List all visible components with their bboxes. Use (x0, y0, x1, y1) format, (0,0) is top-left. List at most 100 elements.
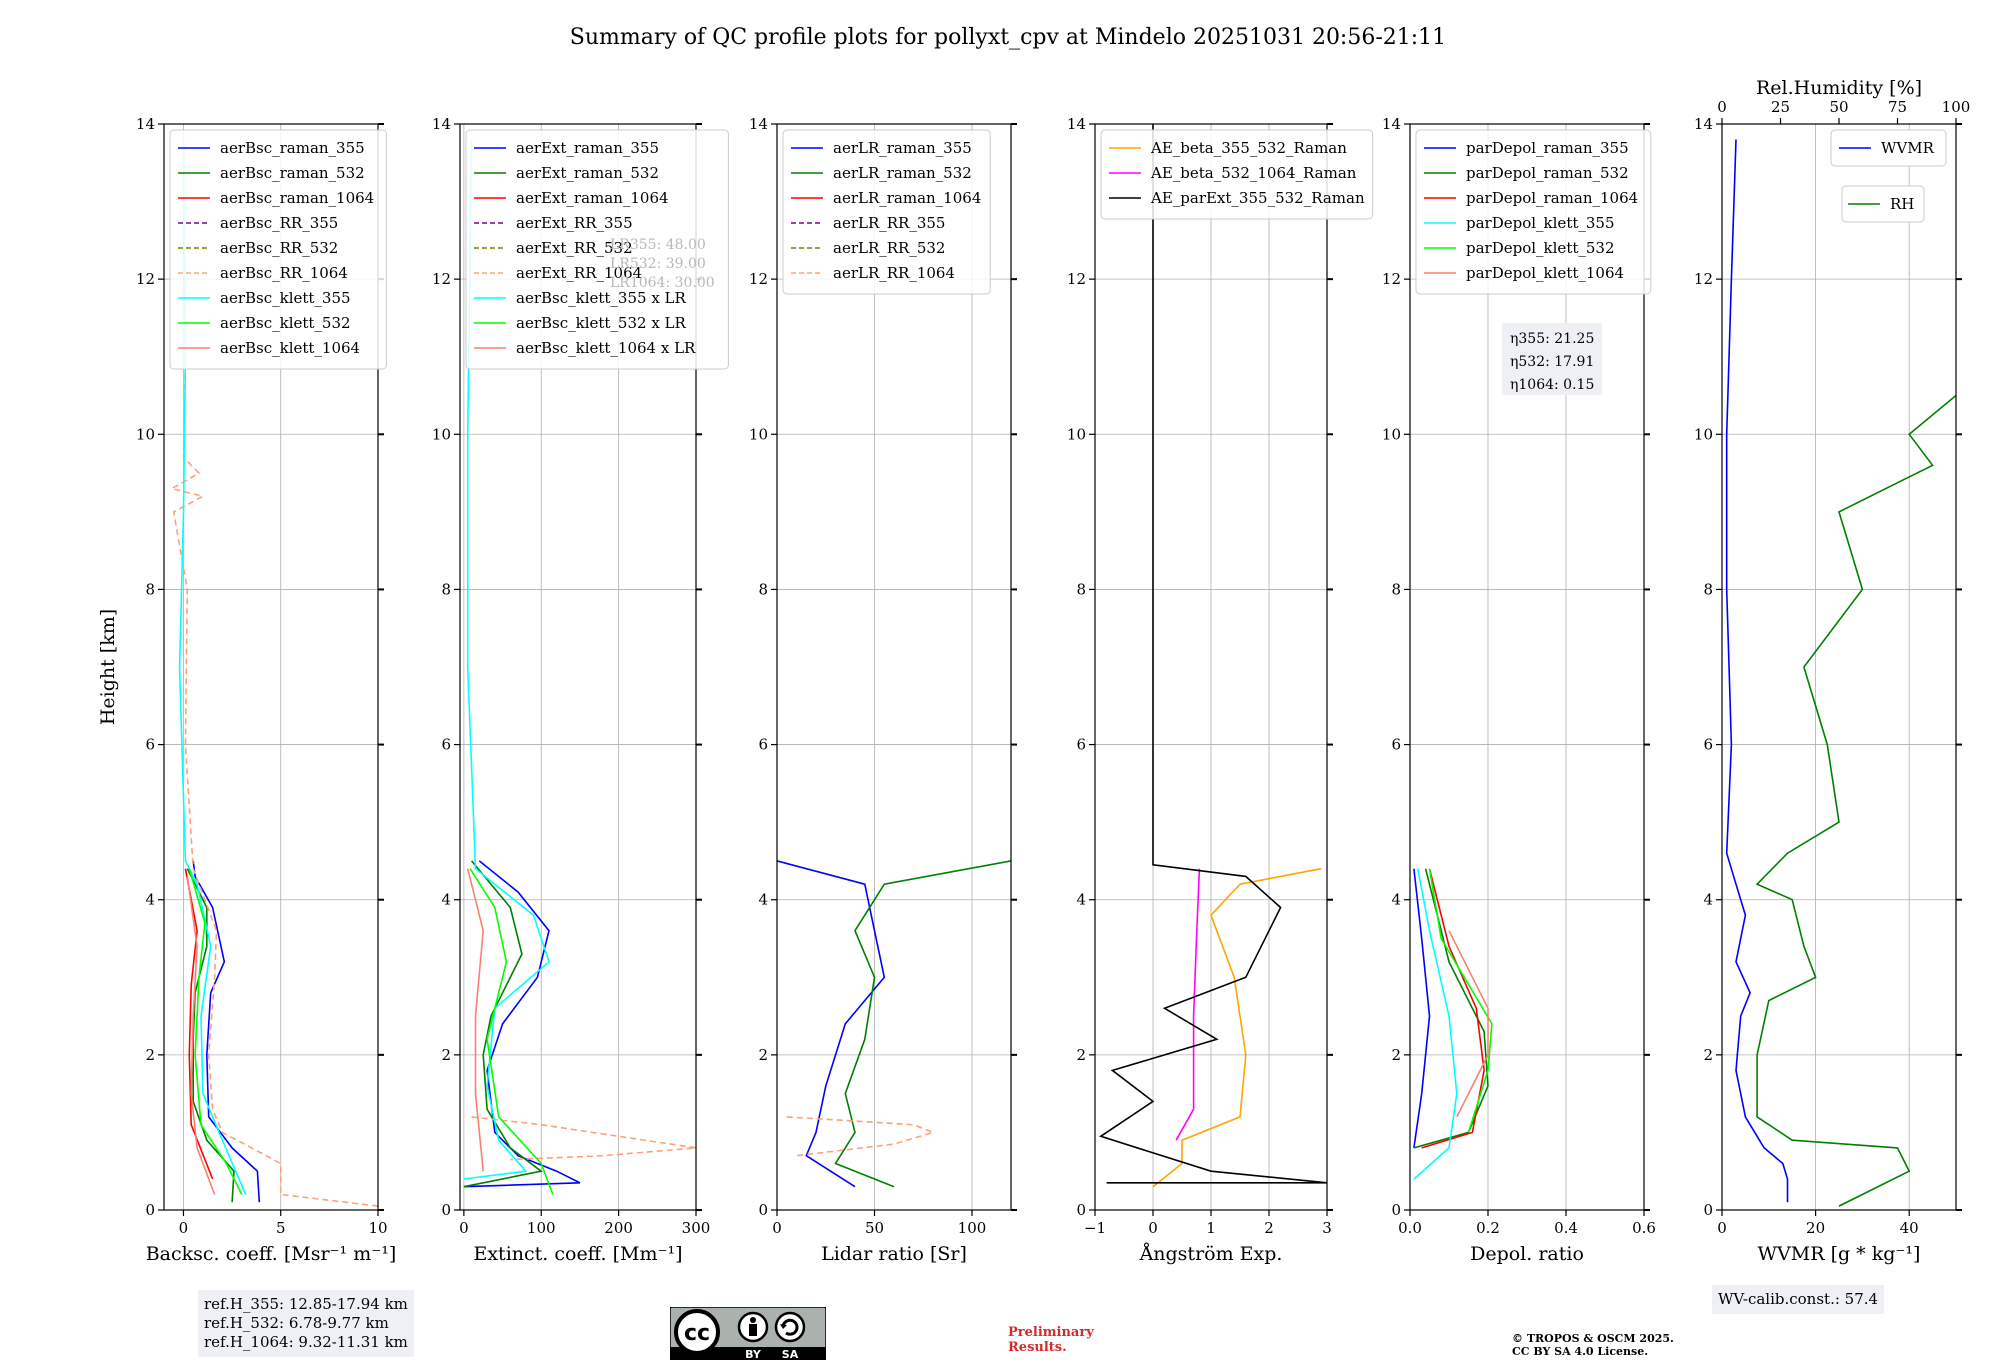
depol-calibration-annotation: η1064: 0.15 (1510, 377, 1594, 393)
depol-calibration-annotation: η532: 17.91 (1510, 354, 1594, 370)
xtick-top-label: 75 (1888, 98, 1907, 116)
xtick-label: 0 (772, 1219, 782, 1237)
legend: aerExt_raman_355 aerExt_raman_532 aerExt_r… (465, 129, 729, 370)
legend-entry: AE_beta_355_532_Raman (1150, 139, 1347, 157)
series-group (1413, 868, 1493, 1180)
x-axis-top-title: Rel.Humidity [%] (1756, 77, 1922, 99)
figure-title: Summary of QC profile plots for pollyxt_… (570, 25, 1446, 50)
legend-entry: RH (1890, 195, 1914, 213)
ytick-label: 10 (1694, 425, 1713, 443)
refh-532: ref.H_532: 6.78-9.77 km (204, 1314, 389, 1332)
xtick-label: 0 (1717, 1219, 1727, 1237)
ytick-label: 10 (749, 425, 768, 443)
series-line-aerlr-raman-532 (834, 860, 1011, 1188)
ytick-label: 6 (1391, 736, 1401, 754)
xtick-top-label: 0 (1717, 98, 1727, 116)
legend-entry: aerLR_RR_532 (833, 239, 945, 257)
series-group (169, 139, 378, 1207)
ytick-label: 0 (1076, 1201, 1086, 1219)
x-axis-title: Ångström Exp. (1139, 1243, 1283, 1265)
xtick-label: −1 (1084, 1219, 1106, 1237)
ytick-label: 8 (1076, 580, 1086, 598)
series-line-pardepol-raman-1064 (1421, 868, 1485, 1149)
legend-entry: aerBsc_klett_532 x LR (516, 314, 687, 332)
series-line-pardepol-klett-355 (1413, 868, 1458, 1180)
legend-entry: aerLR_raman_1064 (833, 189, 981, 207)
legend-entry: aerExt_raman_1064 (516, 189, 669, 207)
xtick-label: 5 (276, 1219, 286, 1237)
lidar-ratio-annotation: LR355: 48.00 (610, 237, 706, 253)
series-line-wvmr (1725, 139, 1789, 1203)
xtick-label: 0.6 (1632, 1219, 1656, 1237)
legend: parDepol_raman_355 parDepol_raman_532 parD… (1415, 129, 1652, 295)
xtick-label: 0 (1148, 1219, 1158, 1237)
ytick-label: 10 (1067, 425, 1086, 443)
ytick-label: 4 (1076, 891, 1086, 909)
xtick-top-label: 50 (1829, 98, 1848, 116)
ytick-label: 0 (145, 1201, 155, 1219)
x-axis-title: Backsc. coeff. [Msr⁻¹ m⁻¹] (146, 1243, 397, 1265)
ytick-label: 12 (1694, 270, 1713, 288)
x-axis-title: WVMR [g * kg⁻¹] (1758, 1243, 1921, 1265)
x-axis-title: Extinct. coeff. [Mm⁻¹] (473, 1243, 682, 1265)
xtick-top-label: 25 (1771, 98, 1790, 116)
xtick-label: 0 (179, 1219, 189, 1237)
xtick-label: 0.0 (1398, 1219, 1422, 1237)
legend-box (1830, 129, 1947, 167)
legend-entry: aerBsc_klett_1064 x LR (516, 339, 696, 357)
series-line-ae-beta-355-532-raman (1152, 867, 1322, 1188)
series-line-ae-parext-355-532-raman (1098, 124, 1327, 1184)
ytick-label: 14 (432, 115, 451, 133)
ytick-label: 6 (145, 736, 155, 754)
cc-sa-label: SA (782, 1348, 799, 1360)
ytick-label: 8 (1703, 580, 1713, 598)
lidar-ratio-annotation: LR1064: 30.00 (610, 275, 715, 291)
legend-entry: aerBsc_klett_355 x LR (516, 289, 687, 307)
legend-box (465, 129, 729, 370)
series-group (1098, 124, 1327, 1188)
panel-1: 0 2 4 6 8 10 12 14 0 5 10 Backsc. coeff. [Msr⁻¹ m⁻¹… (97, 115, 396, 1265)
legend-entry: aerBsc_klett_1064 (220, 339, 360, 357)
ytick-label: 6 (441, 736, 451, 754)
ytick-label: 2 (1391, 1046, 1401, 1064)
series-line-aerbsc-klett-1064-x-lr (466, 868, 485, 1172)
ytick-label: 8 (1391, 580, 1401, 598)
series-line-aerbsc-klett-355 (178, 139, 247, 1195)
y-axis-title: Height [km] (97, 609, 119, 725)
legend-entry: aerLR_RR_355 (833, 214, 945, 232)
ytick-label: 6 (1703, 736, 1713, 754)
ytick-label: 14 (1694, 115, 1713, 133)
panel-3: 0 2 4 6 8 10 12 14 0 50 100 Lidar ratio [Sr] aerLR_r… (749, 115, 1017, 1265)
plot-frame (1094, 123, 1328, 1211)
lidar-ratio-annotation: LR532: 39.00 (610, 256, 706, 272)
panel-5: 0 2 4 6 8 10 12 14 0.0 0.2 0.4 0.6 Depol. ratio parDe… (1382, 115, 1656, 1265)
ytick-label: 12 (1067, 270, 1086, 288)
series-line-aerext-rr-1064 (471, 1116, 696, 1161)
xtick-label: 10 (368, 1219, 387, 1237)
ytick-label: 6 (1076, 736, 1086, 754)
ytick-label: 0 (758, 1201, 768, 1219)
xtick-label: 50 (865, 1219, 884, 1237)
legend-entry: aerBsc_RR_1064 (220, 264, 348, 282)
preliminary-line-2: Results. (1008, 1340, 1067, 1355)
refh-1064: ref.H_1064: 9.32-11.31 km (204, 1333, 408, 1351)
xtick-label: 0 (459, 1219, 469, 1237)
ytick-label: 0 (1703, 1201, 1713, 1219)
series-line-aerbsc-klett-1064 (186, 876, 216, 1195)
ytick-label: 10 (1382, 425, 1401, 443)
legend-entry: AE_beta_532_1064_Raman (1150, 164, 1357, 182)
depol-annotation-box (1502, 323, 1602, 395)
series-line-aerext-raman-355 (463, 860, 581, 1188)
ytick-label: 2 (758, 1046, 768, 1064)
legend-box (1841, 185, 1925, 223)
xtick-label: 0.2 (1476, 1219, 1500, 1237)
series-line-aerlr-raman-355 (777, 860, 886, 1188)
ytick-label: 12 (136, 270, 155, 288)
x-axis-title: Lidar ratio [Sr] (821, 1243, 967, 1265)
series-line-aerbsc-rr-1064 (169, 356, 378, 1207)
legend-entry: aerExt_raman_355 (516, 139, 659, 157)
cc-by-label: BY (745, 1348, 762, 1360)
ytick-label: 4 (145, 891, 155, 909)
